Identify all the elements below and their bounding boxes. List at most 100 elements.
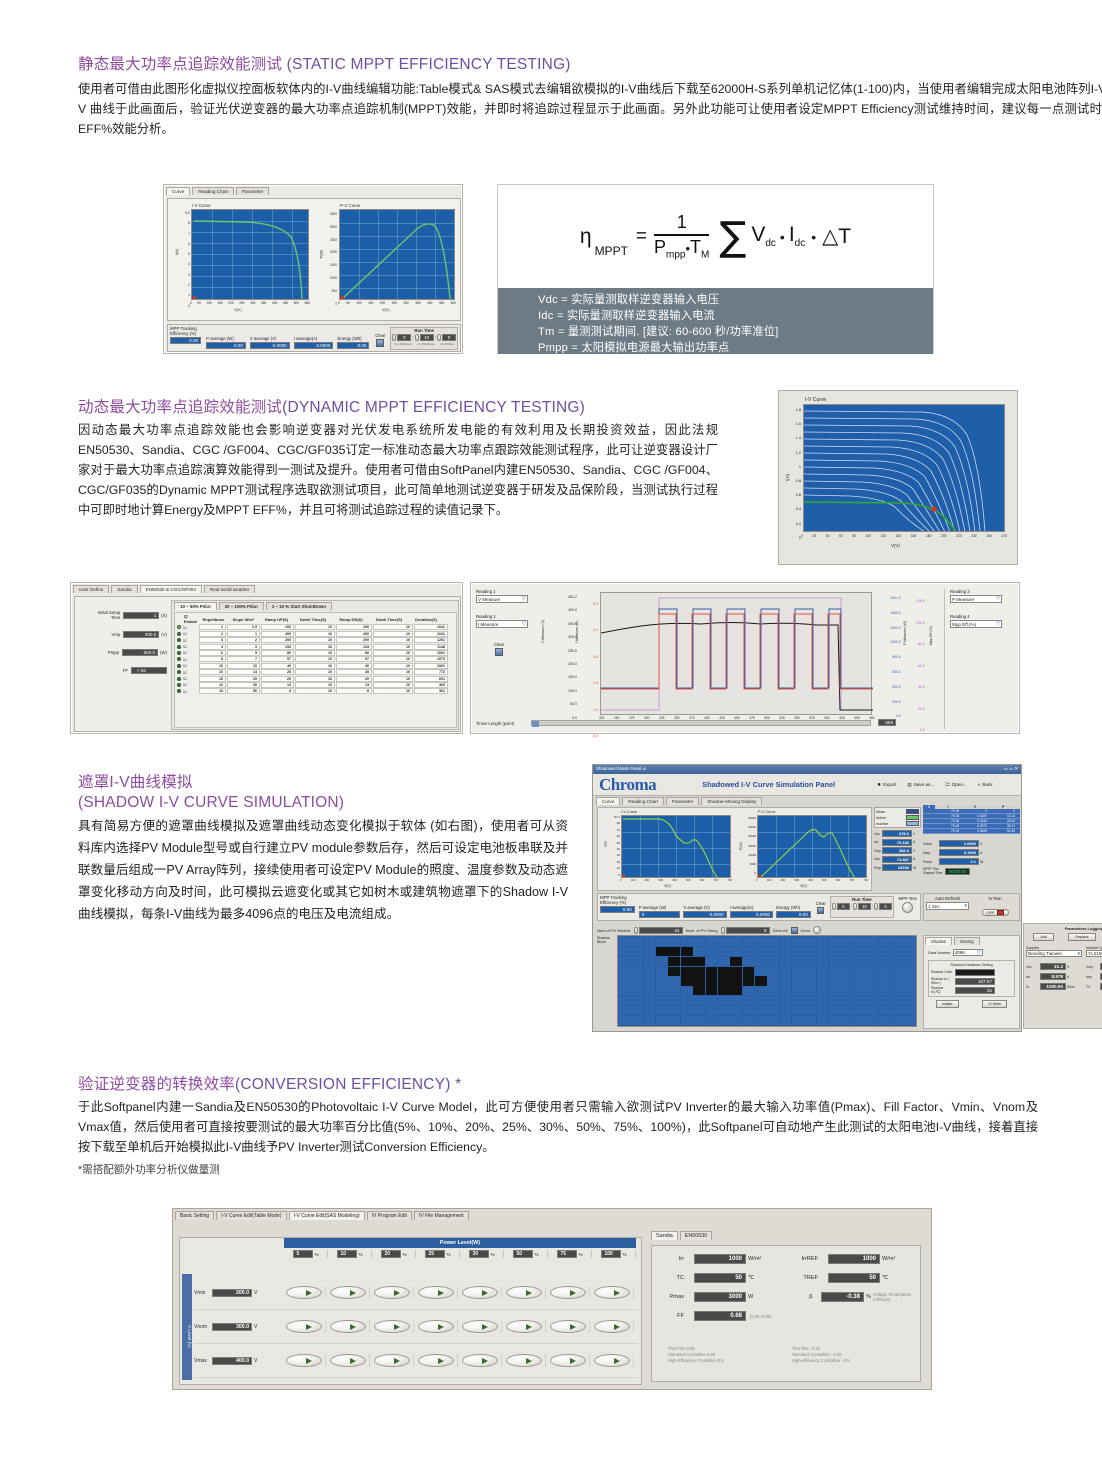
mpp-test-group[interactable]: MPP Test [897, 896, 918, 918]
meas-value[interactable]: 28150 [882, 864, 912, 871]
shadow-cell[interactable] [680, 986, 693, 996]
scrollbar-thumb[interactable] [532, 721, 539, 727]
shadow-cell[interactable] [829, 996, 841, 1006]
table-cell[interactable]: 1261 [414, 637, 448, 644]
apply-button[interactable] [285, 1354, 322, 1367]
tab-curve[interactable]: Curve [166, 187, 191, 195]
auto-refresh-dropdown[interactable]: 1 Sec ▾ [926, 902, 970, 910]
shadow-cell[interactable] [693, 937, 705, 947]
shadow-cell[interactable] [829, 937, 841, 947]
shadow-cell[interactable] [853, 976, 866, 986]
shadow-cell[interactable] [829, 956, 841, 966]
clear-label[interactable]: Clear [800, 927, 811, 933]
power-level-value[interactable]: 100 [601, 1250, 622, 1258]
shadow-cell[interactable] [680, 966, 693, 976]
step-field[interactable]: Vstep 1.0000 V [923, 840, 1020, 847]
shadow-cell[interactable] [680, 1015, 693, 1025]
initiate-button[interactable]: Initiate [935, 1000, 959, 1009]
tab-iv-file-management[interactable]: IV File Management [413, 1211, 469, 1220]
shadow-block-grid[interactable] [617, 935, 917, 1027]
apply-button[interactable] [505, 1354, 542, 1367]
table-cell[interactable]: 26.24 [1007, 819, 1015, 823]
module-field-value[interactable]: 8.978 [1040, 973, 1066, 980]
shadow-cell[interactable] [730, 986, 742, 996]
shadow-cell[interactable] [829, 986, 841, 996]
table-cell[interactable]: 20 [336, 675, 372, 682]
param-field[interactable]: TC 50 ℃ [658, 1273, 786, 1283]
readout-value[interactable]: 0.00 [337, 342, 370, 349]
table-cell[interactable]: 8 [199, 656, 226, 663]
clear-knob[interactable] [813, 926, 822, 934]
setup-tabbar[interactable]: User Define Sandia EN50530 & CGC/GF004 R… [71, 583, 462, 593]
table-row[interactable]: ☑ 2 1 400 10 400 10 1041 [175, 630, 456, 637]
shadow-cell[interactable] [779, 956, 792, 966]
table-cell[interactable]: 460 [414, 681, 448, 688]
v-level-row[interactable]: Vmin 200.0 V [194, 1276, 638, 1310]
shadow-cell[interactable] [890, 986, 903, 996]
subtab-1-10-start-shutdown[interactable]: 1 ~ 10 % Start ShuntDown [265, 602, 333, 610]
shadow-cell[interactable] [767, 996, 780, 1006]
shadow-cell[interactable] [619, 956, 631, 966]
shadow-cell[interactable] [693, 966, 705, 976]
shadow-cell[interactable] [841, 956, 854, 966]
tab-parameter[interactable]: Parameter [665, 797, 700, 805]
shadow-cell[interactable] [779, 937, 792, 947]
shadow-cell[interactable] [754, 1005, 767, 1016]
subtab-30-100-pdcn[interactable]: 30 ~ 100% Pdcn [218, 602, 264, 610]
param-value[interactable]: 1000 [694, 1254, 746, 1264]
shadow-cell[interactable] [767, 946, 780, 957]
shadow-cell[interactable] [841, 946, 854, 957]
module-field[interactable]: Irr 1000.00 W/m² [1026, 983, 1082, 990]
apply-button[interactable] [461, 1354, 498, 1367]
shadow-cell[interactable] [668, 1005, 681, 1016]
shadow-cell[interactable] [717, 1015, 730, 1025]
table-cell[interactable]: 10 [295, 643, 335, 650]
shadow-cell[interactable] [656, 1005, 668, 1016]
v-level-row[interactable]: Vmax 400.0 V [194, 1344, 638, 1378]
table-row[interactable]: ☑ 3 2 200 10 200 10 1261 [175, 637, 456, 644]
shadow-cell[interactable] [841, 937, 854, 947]
shadow-cell[interactable] [693, 996, 705, 1006]
table-cell[interactable]: 28 [261, 669, 294, 676]
shadow-cell[interactable] [619, 1005, 631, 1016]
row-enable-checkbox[interactable]: ☑ [183, 644, 187, 650]
save-as-button[interactable]: ▤ Save as... [907, 781, 935, 788]
shadow-cell[interactable] [903, 1015, 915, 1025]
meas-value[interactable]: 79.180 [882, 838, 912, 846]
shadow-cell[interactable] [829, 946, 841, 957]
step-value[interactable]: 1.0000 [939, 840, 979, 847]
window-controls[interactable]: ▭ ▭ ✕ [1003, 766, 1018, 771]
reading1-dropdown[interactable]: V Measure ▽ [476, 595, 528, 603]
shadow-cell[interactable] [705, 1005, 718, 1016]
apply-button[interactable] [329, 1286, 366, 1299]
shadow-cell[interactable] [693, 956, 705, 966]
table-cell[interactable]: 79.18 [951, 824, 959, 828]
table-cell[interactable]: 13 [336, 681, 372, 688]
field-pmpp[interactable]: Pmpp 600.0 (W) [107, 649, 167, 656]
table-cell[interactable]: 2 [199, 624, 226, 631]
shadow-cell[interactable] [705, 996, 718, 1006]
table-cell[interactable]: 10 [199, 681, 226, 688]
shadow-cell[interactable] [742, 986, 755, 996]
table-cell[interactable]: 52.49 [1007, 829, 1015, 833]
reading4-dropdown[interactable]: Mpp Eff.(%) ▽ [950, 620, 1002, 628]
shadow-cell[interactable] [804, 986, 817, 996]
shadow-cell[interactable] [643, 986, 656, 996]
shadow-cell[interactable] [643, 996, 656, 1006]
table-cell[interactable]: 0.4972 [977, 824, 987, 828]
tab-curve[interactable]: Curve [596, 797, 621, 805]
shadow-cell[interactable] [643, 966, 656, 976]
shadow-cell[interactable] [680, 996, 693, 1006]
shadow-cell[interactable] [779, 976, 792, 986]
tab-sandia[interactable]: Sandia [111, 585, 138, 593]
row-enable-checkbox[interactable]: ☑ [183, 631, 187, 637]
shadow-cell[interactable] [816, 986, 829, 996]
shadow-cell[interactable] [903, 976, 915, 986]
shadow-cell[interactable] [841, 976, 854, 986]
param-value[interactable]: 50 [694, 1273, 746, 1283]
table-cell[interactable]: 57 [336, 656, 372, 663]
chevron-down-icon[interactable]: ▽ [996, 621, 1000, 627]
shadow-cell[interactable] [730, 946, 742, 957]
shadow-cell[interactable] [779, 986, 792, 996]
